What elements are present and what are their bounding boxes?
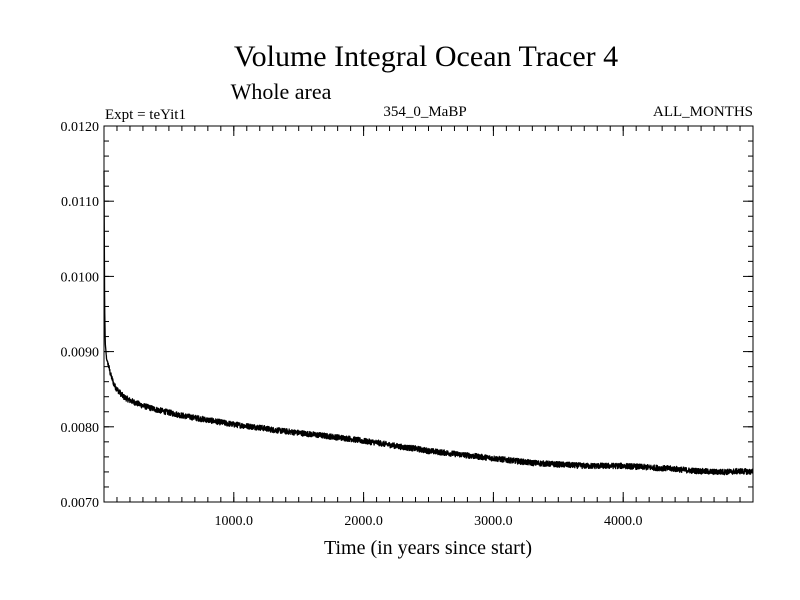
chart-title: Volume Integral Ocean Tracer 4	[234, 40, 618, 73]
y-tick-label: 0.0120	[61, 120, 100, 135]
y-tick-label: 0.0070	[61, 496, 100, 511]
plot-frame	[103, 125, 754, 503]
x-tick-label: 1000.0	[215, 514, 254, 529]
header-center: 354_0_MaBP	[383, 104, 466, 120]
header-right: ALL_MONTHS	[653, 104, 753, 120]
x-tick-label: 4000.0	[604, 514, 643, 529]
y-tick-label: 0.0080	[61, 421, 100, 436]
chart-subtitle: Whole area	[231, 79, 332, 104]
y-tick-label: 0.0110	[61, 195, 99, 210]
header-left: Expt = teYit1	[105, 107, 186, 123]
y-tick-label: 0.0100	[61, 270, 100, 285]
x-tick-label: 2000.0	[344, 514, 383, 529]
series-line	[103, 170, 754, 476]
y-tick-label: 0.0090	[61, 346, 100, 361]
x-axis-label: Time (in years since start)	[324, 537, 532, 559]
x-tick-label: 3000.0	[474, 514, 513, 529]
plot-area: 1000.0 2000.0 3000.0 4000.0 0.0070 0.0080 0.00…	[61, 120, 754, 529]
